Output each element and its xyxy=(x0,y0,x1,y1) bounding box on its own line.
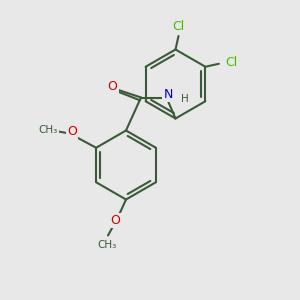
Text: Cl: Cl xyxy=(225,56,237,69)
Text: O: O xyxy=(108,80,117,94)
Text: O: O xyxy=(67,125,77,138)
Text: H: H xyxy=(181,94,189,104)
Text: Cl: Cl xyxy=(172,20,184,34)
Text: N: N xyxy=(163,88,173,101)
Text: CH₃: CH₃ xyxy=(97,239,116,250)
Text: O: O xyxy=(111,214,120,227)
Text: CH₃: CH₃ xyxy=(38,125,58,135)
